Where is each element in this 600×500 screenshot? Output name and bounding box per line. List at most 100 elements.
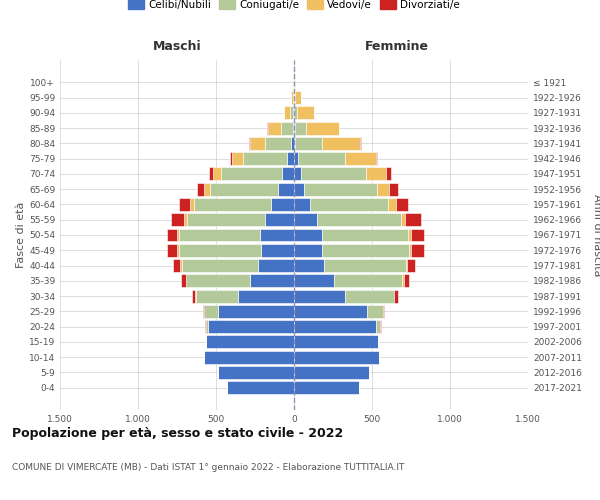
Bar <box>167 228 178 241</box>
Bar <box>376 320 380 333</box>
Bar <box>244 152 287 165</box>
Bar <box>250 137 265 150</box>
Bar <box>388 198 396 211</box>
Bar <box>405 214 421 226</box>
Bar <box>297 106 314 120</box>
Bar <box>304 182 377 196</box>
Bar <box>294 76 295 89</box>
Bar <box>367 305 383 318</box>
Bar <box>182 259 258 272</box>
Bar <box>196 290 238 302</box>
Bar <box>179 228 260 241</box>
Bar <box>298 152 345 165</box>
Bar <box>197 182 204 196</box>
Bar <box>295 137 322 150</box>
Bar <box>203 350 294 364</box>
Bar <box>261 244 294 256</box>
Bar <box>179 244 261 256</box>
Bar <box>412 244 424 256</box>
Bar <box>232 152 244 165</box>
Bar <box>258 259 294 272</box>
Bar <box>178 244 179 256</box>
Bar <box>334 274 403 287</box>
Bar <box>394 290 398 302</box>
Bar <box>294 381 359 394</box>
Bar <box>230 152 232 165</box>
Bar <box>346 290 394 302</box>
Bar <box>184 214 187 226</box>
Bar <box>281 122 293 134</box>
Bar <box>406 259 407 272</box>
Bar <box>325 259 406 272</box>
Bar <box>205 320 206 333</box>
Bar <box>294 305 367 318</box>
Bar <box>322 244 409 256</box>
Bar <box>294 152 298 165</box>
Bar <box>294 366 369 379</box>
Bar <box>167 244 178 256</box>
Bar <box>271 198 294 211</box>
Bar <box>294 244 322 256</box>
Bar <box>195 290 196 302</box>
Bar <box>221 168 283 180</box>
Bar <box>294 122 295 134</box>
Bar <box>293 106 294 120</box>
Bar <box>383 305 384 318</box>
Bar <box>409 244 412 256</box>
Bar <box>376 152 377 165</box>
Bar <box>278 182 294 196</box>
Bar <box>293 122 294 134</box>
Bar <box>294 290 346 302</box>
Bar <box>294 91 295 104</box>
Bar <box>295 106 297 120</box>
Bar <box>294 214 317 226</box>
Bar <box>227 381 294 394</box>
Bar <box>389 182 398 196</box>
Bar <box>380 320 381 333</box>
Bar <box>250 274 294 287</box>
Bar <box>187 274 250 287</box>
Bar <box>294 198 310 211</box>
Bar <box>268 122 281 134</box>
Bar <box>291 137 294 150</box>
Bar <box>301 168 366 180</box>
Y-axis label: Anni di nascita: Anni di nascita <box>592 194 600 276</box>
Bar <box>260 228 294 241</box>
Bar <box>294 320 376 333</box>
Bar <box>305 122 339 134</box>
Bar <box>265 214 294 226</box>
Bar <box>287 152 294 165</box>
Bar <box>192 290 195 302</box>
Bar <box>291 91 293 104</box>
Bar <box>209 168 213 180</box>
Bar <box>213 168 221 180</box>
Bar <box>310 198 388 211</box>
Bar <box>404 274 409 287</box>
Bar <box>194 198 271 211</box>
Bar <box>294 274 334 287</box>
Bar <box>377 182 389 196</box>
Bar <box>294 228 322 241</box>
Text: COMUNE DI VIMERCATE (MB) - Dati ISTAT 1° gennaio 2022 - Elaborazione TUTTITALIA.: COMUNE DI VIMERCATE (MB) - Dati ISTAT 1°… <box>12 462 404 471</box>
Bar <box>203 305 204 318</box>
Bar <box>294 350 379 364</box>
Bar <box>171 214 184 226</box>
Bar <box>178 228 179 241</box>
Bar <box>294 182 304 196</box>
Bar <box>290 106 293 120</box>
Bar <box>294 168 301 180</box>
Bar <box>317 214 401 226</box>
Bar <box>408 228 410 241</box>
Bar <box>204 182 210 196</box>
Bar <box>283 168 294 180</box>
Bar <box>265 137 291 150</box>
Y-axis label: Fasce di età: Fasce di età <box>16 202 26 268</box>
Bar <box>360 137 361 150</box>
Bar <box>210 182 278 196</box>
Bar <box>410 228 424 241</box>
Text: Popolazione per età, sesso e stato civile - 2022: Popolazione per età, sesso e stato civil… <box>12 428 343 440</box>
Bar <box>366 168 386 180</box>
Bar <box>186 274 187 287</box>
Bar <box>206 336 294 348</box>
Bar <box>190 198 194 211</box>
